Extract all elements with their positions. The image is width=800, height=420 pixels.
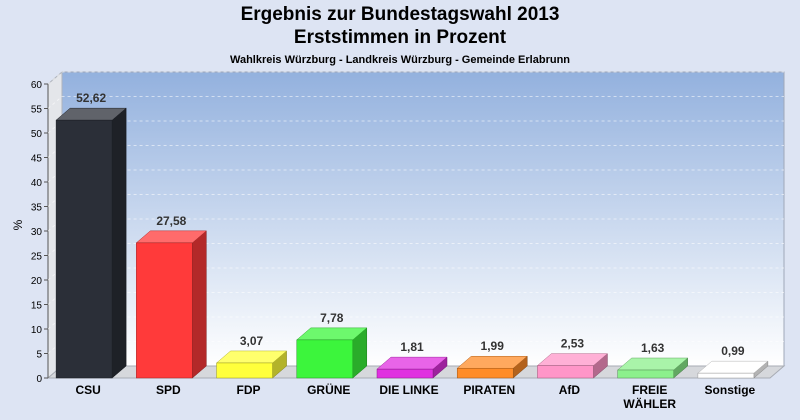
- bar-front: [456, 367, 514, 379]
- bar-csu: [55, 107, 127, 379]
- x-tick-label: Sonstige: [705, 383, 756, 397]
- bar-front: [296, 339, 354, 379]
- x-tick-label: DIE LINKE: [379, 383, 438, 397]
- bar-value-label: 2,53: [561, 337, 585, 351]
- bar-front: [376, 368, 434, 379]
- bar-value-label: 0,99: [721, 344, 745, 358]
- bar-grüne: [296, 327, 368, 379]
- y-tick-label: 40: [31, 178, 43, 189]
- x-tick-label: CSU: [75, 383, 100, 397]
- bar-freie-wähler: [616, 357, 689, 379]
- bar-value-label: 1,63: [641, 341, 665, 355]
- y-tick-label: 5: [36, 350, 42, 361]
- y-tick-label: 45: [31, 154, 43, 165]
- y-tick-label: 30: [31, 227, 43, 238]
- chart-title: Ergebnis zur Bundestagswahl 2013: [240, 4, 560, 25]
- bar-value-label: 7,78: [320, 311, 344, 325]
- bar-value-label: 27,58: [156, 214, 186, 228]
- x-tick-label: GRÜNE: [307, 382, 350, 397]
- bar-front: [55, 119, 113, 379]
- bar-afd: [536, 353, 609, 379]
- bar-value-label: 3,07: [240, 334, 264, 348]
- x-tick-label: SPD: [156, 383, 181, 397]
- bar-front: [537, 365, 594, 379]
- x-tick-label: FDP: [237, 383, 261, 397]
- x-tick-label: FREIE: [632, 383, 667, 397]
- y-tick-label: 60: [31, 80, 43, 91]
- x-tick-label: WÄHLER: [623, 396, 676, 411]
- bar-side: [111, 107, 127, 379]
- bar-front: [617, 369, 674, 379]
- y-tick-label: 20: [31, 276, 43, 287]
- bar-front: [216, 362, 273, 379]
- bar-front: [136, 242, 193, 379]
- gridline: [47, 96, 784, 109]
- chart-subtitle: Wahlkreis Würzburg - Landkreis Würzburg …: [229, 54, 571, 66]
- y-axis-label: %: [11, 219, 25, 230]
- bar-front: [697, 372, 755, 379]
- x-tick-label: PIRATEN: [463, 383, 515, 397]
- y-tick-label: 25: [31, 252, 43, 263]
- bar-value-label: 1,99: [481, 339, 505, 353]
- y-tick-label: 55: [31, 105, 43, 116]
- bar-value-label: 52,62: [76, 91, 106, 105]
- bar-spd: [135, 230, 208, 379]
- bar-fdp: [215, 350, 288, 379]
- bar-sonstige: [697, 360, 769, 379]
- bar-die-linke: [376, 356, 448, 379]
- bar-value-label: 1,81: [400, 340, 424, 354]
- bar-piraten: [456, 355, 528, 379]
- y-tick-label: 35: [31, 203, 43, 214]
- y-tick-label: 15: [31, 301, 43, 312]
- y-tick-label: 0: [36, 374, 42, 385]
- chart-title-line-2: Erststimmen in Prozent: [293, 27, 507, 48]
- bar-side: [192, 230, 207, 379]
- y-tick-label: 50: [31, 129, 43, 140]
- gridline: [47, 71, 784, 85]
- x-tick-label: AfD: [559, 383, 581, 397]
- y-tick-label: 10: [31, 325, 43, 336]
